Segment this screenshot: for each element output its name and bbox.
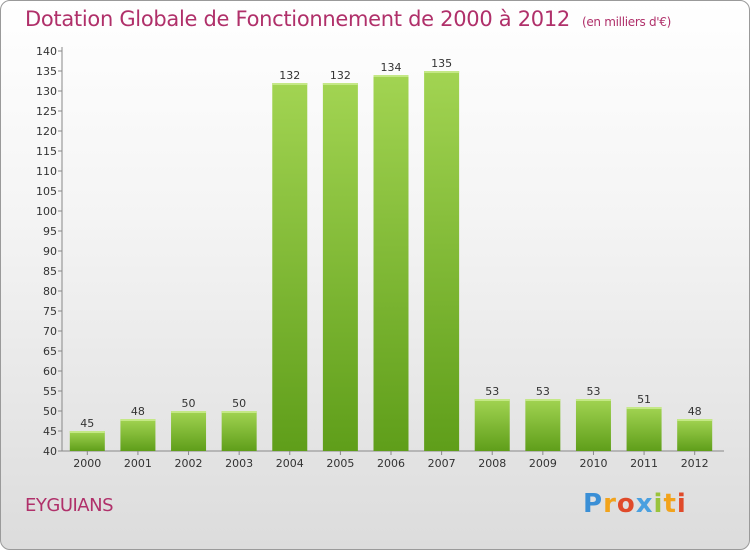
bar-top-highlight xyxy=(120,419,156,421)
bar-top-highlight xyxy=(322,83,358,85)
y-tick-label: 95 xyxy=(43,225,57,238)
x-tick-label: 2005 xyxy=(326,457,354,470)
bar xyxy=(474,399,510,451)
y-tick-label: 65 xyxy=(43,345,57,358)
y-tick-label: 80 xyxy=(43,285,57,298)
logo-letter: x xyxy=(635,489,654,519)
bar-top-highlight xyxy=(221,411,257,413)
bar-top-highlight xyxy=(525,399,561,401)
logo-letter: i xyxy=(653,489,664,519)
y-tick-label: 110 xyxy=(36,165,57,178)
chart-title: Dotation Globale de Fonctionnement de 20… xyxy=(25,7,671,31)
y-tick-label: 85 xyxy=(43,265,57,278)
x-tick-label: 2011 xyxy=(630,457,658,470)
y-tick-label: 70 xyxy=(43,325,57,338)
bar xyxy=(272,83,308,451)
bar xyxy=(677,419,713,451)
bar-top-highlight xyxy=(575,399,611,401)
logo-letter: P xyxy=(583,489,604,519)
x-tick-label: 2009 xyxy=(529,457,557,470)
x-tick-label: 2002 xyxy=(175,457,203,470)
bar-top-highlight xyxy=(272,83,308,85)
y-tick-label: 45 xyxy=(43,425,57,438)
y-tick-label: 40 xyxy=(43,445,57,458)
x-tick-label: 2003 xyxy=(225,457,253,470)
bar-top-highlight xyxy=(424,71,460,73)
logo-letter: t xyxy=(663,489,677,519)
x-tick-label: 2006 xyxy=(377,457,405,470)
y-tick-label: 120 xyxy=(36,125,57,138)
bar-value-label: 132 xyxy=(279,69,300,82)
x-tick-label: 2001 xyxy=(124,457,152,470)
bar-value-label: 135 xyxy=(431,57,452,70)
x-tick-label: 2004 xyxy=(276,457,304,470)
bar-value-label: 53 xyxy=(485,385,499,398)
chart-title-unit: (en milliers d'€) xyxy=(581,15,671,29)
logo-letter: r xyxy=(603,489,617,519)
y-tick-label: 140 xyxy=(36,45,57,58)
x-tick-label: 2007 xyxy=(428,457,456,470)
bar-value-label: 50 xyxy=(182,397,196,410)
bar-top-highlight xyxy=(677,419,713,421)
x-tick-label: 2010 xyxy=(579,457,607,470)
bar-top-highlight xyxy=(69,431,105,433)
commune-name: EYGUIANS xyxy=(25,495,114,516)
bar-value-label: 50 xyxy=(232,397,246,410)
bar-top-highlight xyxy=(171,411,207,413)
y-tick-label: 135 xyxy=(36,65,57,78)
bar xyxy=(221,411,257,451)
bar xyxy=(322,83,358,451)
bar-value-label: 134 xyxy=(381,61,402,74)
y-tick-label: 75 xyxy=(43,305,57,318)
bar-value-label: 48 xyxy=(688,405,702,418)
logo-letter: o xyxy=(616,489,636,519)
bar-value-label: 53 xyxy=(536,385,550,398)
y-tick-label: 105 xyxy=(36,185,57,198)
bar xyxy=(69,431,105,451)
y-tick-label: 55 xyxy=(43,385,57,398)
bar xyxy=(525,399,561,451)
bar-value-label: 53 xyxy=(586,385,600,398)
x-tick-label: 2012 xyxy=(681,457,709,470)
bar xyxy=(373,75,409,451)
bar-value-label: 45 xyxy=(80,417,94,430)
bar xyxy=(626,407,662,451)
proxiti-logo: Proxiti xyxy=(583,489,687,519)
x-tick-label: 2000 xyxy=(73,457,101,470)
bar-value-label: 48 xyxy=(131,405,145,418)
bar-value-label: 51 xyxy=(637,393,651,406)
bar-top-highlight xyxy=(626,407,662,409)
bar xyxy=(120,419,156,451)
y-tick-label: 125 xyxy=(36,105,57,118)
y-tick-label: 90 xyxy=(43,245,57,258)
y-tick-label: 130 xyxy=(36,85,57,98)
bar xyxy=(575,399,611,451)
y-tick-label: 115 xyxy=(36,145,57,158)
bar xyxy=(424,71,460,451)
logo-letter: i xyxy=(676,489,687,519)
bar-top-highlight xyxy=(373,75,409,77)
bar-value-label: 132 xyxy=(330,69,351,82)
chart-title-text: Dotation Globale de Fonctionnement de 20… xyxy=(25,7,570,31)
y-tick-label: 100 xyxy=(36,205,57,218)
x-tick-label: 2008 xyxy=(478,457,506,470)
y-tick-label: 60 xyxy=(43,365,57,378)
bar-top-highlight xyxy=(474,399,510,401)
y-tick-label: 50 xyxy=(43,405,57,418)
bar xyxy=(171,411,207,451)
